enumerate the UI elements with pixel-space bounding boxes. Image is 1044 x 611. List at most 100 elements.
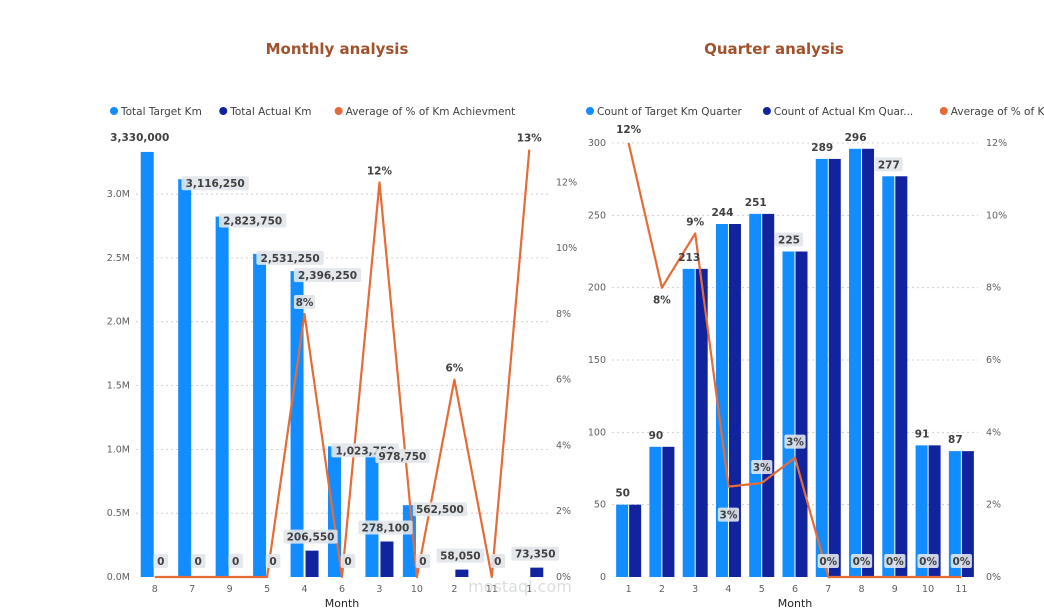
y-right-tick: 2% [986, 500, 1001, 511]
bar-value-label: 50 [615, 488, 630, 500]
target-value-label-bg [181, 176, 249, 191]
pct-value-label: 9% [686, 216, 704, 228]
y-left-tick: 0 [600, 572, 606, 583]
x-tick-label: 2 [659, 584, 665, 595]
watermark: mostaql.com [468, 577, 572, 596]
actual-bar [530, 567, 544, 577]
target-bar [815, 158, 828, 577]
chart-title: Quarter analysis [704, 40, 844, 58]
y-left-tick: 1.5M [107, 381, 130, 392]
target-bar [616, 504, 629, 577]
actual-value-label-bg [358, 520, 413, 535]
pct-line [627, 142, 962, 579]
actual-value-label-bg [490, 554, 506, 568]
bar-value-label: 251 [745, 197, 767, 209]
actual-value-label: 0 [157, 556, 164, 568]
target-value-label: 3,330,000 [110, 132, 169, 144]
target-bar [178, 179, 192, 577]
y-left-tick: 0.0M [107, 572, 130, 583]
y-right-tick: 2% [556, 506, 571, 517]
y-left-tick: 3.0M [107, 189, 130, 200]
actual-value-label-bg [415, 554, 431, 568]
y-right-tick: 4% [986, 427, 1001, 438]
y-right-tick: 6% [986, 355, 1001, 366]
pct-value-label-bg [850, 554, 873, 568]
y-right-tick: 12% [556, 177, 577, 188]
target-bar [682, 268, 695, 577]
quarter-analysis-chart: Quarter analysis Count of Target Km Quart… [586, 40, 1044, 610]
x-tick-label: 1 [526, 584, 532, 595]
target-value-label: 2,823,750 [223, 216, 282, 228]
pct-value-label: 13% [517, 133, 543, 145]
pct-value-label: 8% [653, 295, 671, 307]
actual-value-label: 0 [195, 556, 202, 568]
actual-bar [862, 148, 875, 577]
target-value-label-bg [412, 502, 468, 517]
actual-value-label: 0 [419, 556, 426, 568]
legend-label-3: Average of % of K... [951, 106, 1044, 118]
x-tick-label: 2 [451, 584, 457, 595]
pct-value-label: 0% [853, 556, 871, 568]
bar-value-label-bg [775, 232, 803, 247]
pct-value-label: 0% [819, 556, 837, 568]
target-bar [365, 452, 379, 577]
actual-bar [961, 451, 974, 577]
actual-bar [695, 268, 708, 577]
chart-title: Monthly analysis [266, 40, 409, 58]
target-value-label: 2,396,250 [298, 270, 357, 282]
actual-value-label: 58,050 [440, 551, 481, 563]
bar-value-label: 296 [845, 132, 867, 144]
y-right-tick: 6% [556, 375, 571, 386]
bar-value-label: 91 [915, 428, 930, 440]
pct-value-label-bg [817, 554, 839, 568]
actual-bar [795, 251, 808, 577]
pct-value-label: 12% [616, 124, 642, 136]
target-bar [782, 251, 795, 577]
y-left-tick: 200 [588, 283, 606, 294]
legend-label-1: Count of Target Km Quarter [597, 106, 742, 118]
y-right-tick: 0% [986, 572, 1001, 583]
target-value-label-bg [218, 213, 287, 228]
legend-label-2: Count of Actual Km Quar... [774, 106, 913, 118]
target-bar [882, 176, 895, 578]
y-right-tick: 4% [556, 440, 571, 451]
target-value-label: 3,116,250 [186, 178, 245, 190]
actual-bar [380, 541, 394, 577]
actual-value-label: 278,100 [362, 523, 410, 535]
pct-value-label: 12% [367, 165, 393, 177]
actual-value-label: 0 [344, 556, 351, 568]
pct-value-label: 8% [296, 297, 314, 309]
target-bar [253, 253, 267, 578]
pct-value-label: 0% [919, 556, 937, 568]
x-axis-title: Month [325, 597, 360, 610]
actual-value-label-bg [265, 554, 281, 568]
y-left-tick: 2.5M [107, 253, 130, 264]
y-right-tick: 10% [556, 243, 577, 254]
x-tick-label: 6 [339, 584, 345, 595]
pct-value-label: 3% [753, 462, 771, 474]
pct-value-label: 0% [886, 556, 904, 568]
y-left-tick: 0.5M [107, 508, 130, 519]
bar-value-label: 244 [711, 207, 733, 219]
actual-value-label-bg [511, 546, 560, 561]
x-tick-label: 8 [152, 584, 158, 595]
actual-bar [762, 213, 775, 578]
actual-value-label-bg [436, 548, 485, 563]
pct-value-label-bg [717, 507, 740, 522]
pct-value-label: 6% [445, 363, 463, 375]
pct-line [154, 149, 531, 579]
actual-value-label: 0 [269, 556, 276, 568]
x-tick-label: 5 [264, 584, 270, 595]
x-tick-label: 9 [227, 584, 233, 595]
actual-value-label-bg [153, 554, 169, 568]
x-tick-label: 4 [725, 584, 731, 595]
x-tick-label: 7 [189, 584, 195, 595]
x-tick-label: 3 [692, 584, 698, 595]
target-bar [948, 451, 961, 577]
x-tick-label: 10 [922, 584, 934, 595]
y-left-tick: 2.0M [107, 317, 130, 328]
actual-value-label: 0 [232, 556, 239, 568]
x-tick-label: 9 [892, 584, 898, 595]
pct-value-label-bg [784, 434, 806, 449]
